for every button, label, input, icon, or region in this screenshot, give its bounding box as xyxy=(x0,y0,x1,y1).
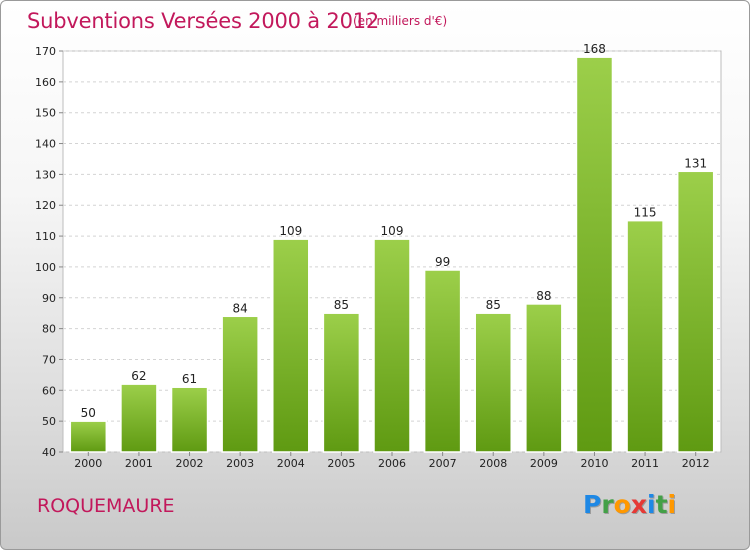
bar-2005[interactable] xyxy=(322,312,361,453)
y-tick-label: 60 xyxy=(42,384,56,397)
data-label-2011: 115 xyxy=(634,206,657,220)
y-tick-label: 110 xyxy=(35,230,56,243)
bar-2004[interactable] xyxy=(272,238,310,453)
logo-letter: x xyxy=(630,490,647,519)
bar-2010[interactable] xyxy=(575,56,614,453)
x-tick-label: 2011 xyxy=(631,457,659,470)
data-label-2000: 50 xyxy=(81,406,96,420)
bar-2001[interactable] xyxy=(120,383,158,453)
bar-2006[interactable] xyxy=(373,238,411,453)
x-tick-label: 2010 xyxy=(580,457,608,470)
data-label-2007: 99 xyxy=(435,255,450,269)
x-tick-label: 2003 xyxy=(226,457,254,470)
proxiti-logo[interactable]: Proxiti xyxy=(583,490,676,519)
logo-letter: i xyxy=(647,490,656,519)
bar-2000[interactable] xyxy=(69,420,108,453)
data-label-2009: 88 xyxy=(536,289,551,303)
logo-letter: P xyxy=(583,490,602,519)
x-tick-label: 2009 xyxy=(530,457,558,470)
data-label-2006: 109 xyxy=(381,224,404,238)
chart-title: Subventions Versées 2000 à 2012 xyxy=(27,9,380,33)
bar-2009[interactable] xyxy=(525,303,563,453)
bars: 50 62 61 84 109 85 109 99 85 88 168 115 131 xyxy=(69,42,715,453)
x-axis: 2000 2001 2002 2003 2004 2005 2006 2007 2008 2009… xyxy=(74,452,710,470)
y-tick-label: 120 xyxy=(35,199,56,212)
data-label-2010: 168 xyxy=(583,42,606,56)
commune-name: ROQUEMAURE xyxy=(37,495,175,517)
bar-2011[interactable] xyxy=(626,219,664,453)
logo-letter: r xyxy=(601,490,614,519)
bar-2003[interactable] xyxy=(221,315,259,453)
x-tick-label: 2007 xyxy=(429,457,457,470)
x-tick-label: 2005 xyxy=(327,457,355,470)
y-tick-label: 100 xyxy=(35,261,56,274)
bar-2012[interactable] xyxy=(676,170,715,453)
logo-letter: t xyxy=(655,490,668,519)
x-tick-label: 2008 xyxy=(479,457,507,470)
data-label-2003: 84 xyxy=(233,301,248,315)
logo-letter: o xyxy=(613,490,631,519)
x-tick-label: 2004 xyxy=(277,457,305,470)
data-label-2005: 85 xyxy=(334,298,349,312)
y-tick-label: 70 xyxy=(42,353,56,366)
x-tick-label: 2002 xyxy=(176,457,204,470)
y-tick-label: 90 xyxy=(42,292,56,305)
y-tick-label: 170 xyxy=(35,45,56,58)
data-label-2004: 109 xyxy=(279,224,302,238)
chart-subtitle: (en milliers d'€) xyxy=(353,14,448,28)
x-tick-label: 2001 xyxy=(125,457,153,470)
x-tick-label: 2006 xyxy=(378,457,406,470)
x-tick-label: 2000 xyxy=(74,457,102,470)
y-tick-label: 50 xyxy=(42,415,56,428)
y-tick-label: 160 xyxy=(35,76,56,89)
bar-2002[interactable] xyxy=(170,386,209,453)
bar-2008[interactable] xyxy=(474,312,512,453)
y-tick-label: 130 xyxy=(35,168,56,181)
x-tick-label: 2012 xyxy=(682,457,710,470)
y-tick-label: 140 xyxy=(35,138,56,151)
data-label-2001: 62 xyxy=(131,369,146,383)
data-label-2002: 61 xyxy=(182,372,197,386)
y-tick-label: 40 xyxy=(42,446,56,459)
data-label-2012: 131 xyxy=(684,156,707,170)
y-tick-label: 80 xyxy=(42,323,56,336)
bar-2007[interactable] xyxy=(423,269,462,453)
logo-letter: i xyxy=(667,490,677,519)
data-label-2008: 85 xyxy=(486,298,501,312)
y-axis: 40 50 60 70 80 90 100 110 120 130 140 150 160 170 xyxy=(35,45,63,459)
y-tick-label: 150 xyxy=(35,107,56,120)
